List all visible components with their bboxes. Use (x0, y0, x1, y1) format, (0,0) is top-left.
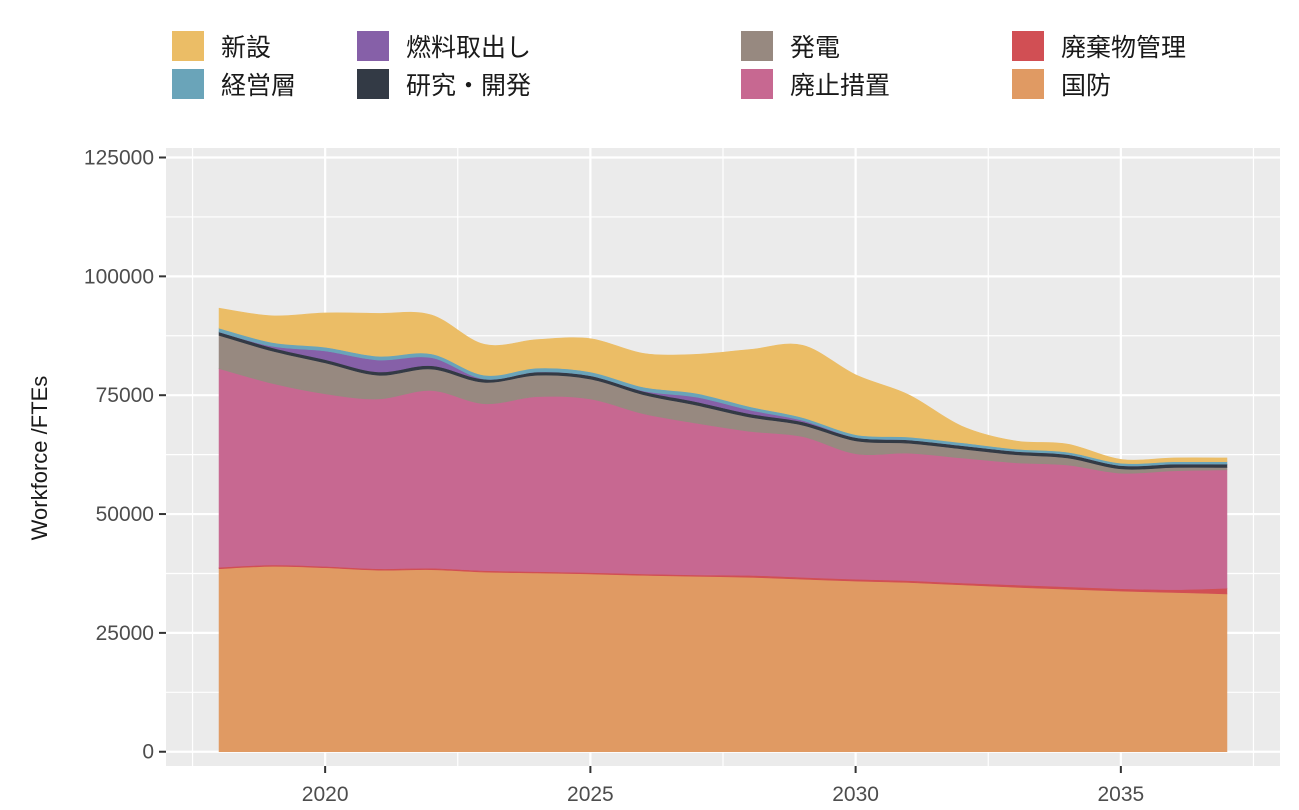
legend-swatch (741, 31, 773, 61)
legend-swatch (741, 69, 773, 99)
legend-label: 発電 (790, 33, 840, 62)
y-tick-label: 25000 (96, 622, 154, 645)
legend-label: 新設 (221, 33, 271, 62)
x-tick-label: 2020 (302, 783, 349, 806)
legend-item: 研究・開発 (357, 69, 531, 100)
legend-item: 経営層 (172, 69, 296, 100)
legend-swatch (172, 69, 204, 99)
legend-label: 研究・開発 (406, 71, 531, 100)
x-tick-label: 2025 (567, 783, 614, 806)
stacked-areas (218, 307, 1228, 753)
x-axis: 2020 2025 2030 2035 (302, 766, 1144, 806)
y-tick-label: 100000 (84, 265, 154, 288)
area-series (218, 566, 1228, 753)
legend-label: 国防 (1061, 71, 1111, 100)
y-tick-label: 0 (142, 741, 154, 764)
y-axis: 0 25000 50000 75000 100000 125000 (84, 147, 166, 764)
legend-swatch (172, 31, 204, 61)
y-tick-label: 50000 (96, 503, 154, 526)
legend-swatch (1012, 69, 1044, 99)
area-series (218, 307, 1228, 464)
legend-item: 廃止措置 (741, 69, 890, 100)
legend-label: 廃棄物管理 (1061, 33, 1186, 62)
legend-item: 発電 (741, 31, 840, 62)
x-tick-label: 2030 (832, 783, 879, 806)
x-tick-label: 2035 (1097, 783, 1144, 806)
y-tick-label: 125000 (84, 147, 154, 170)
legend-item: 燃料取出し (357, 31, 531, 62)
legend-label: 経営層 (221, 71, 296, 100)
legend-swatch (357, 31, 389, 61)
legend-swatch (1012, 31, 1044, 61)
legend-swatch (357, 69, 389, 99)
y-tick-label: 75000 (96, 384, 154, 407)
y-axis-title: Workforce /FTEs (27, 376, 52, 541)
legend-item: 廃棄物管理 (1012, 31, 1186, 62)
legend-item: 国防 (1012, 69, 1111, 100)
legend-item: 新設 (172, 31, 271, 62)
legend-label: 廃止措置 (790, 71, 890, 100)
legend-label: 燃料取出し (406, 33, 531, 62)
